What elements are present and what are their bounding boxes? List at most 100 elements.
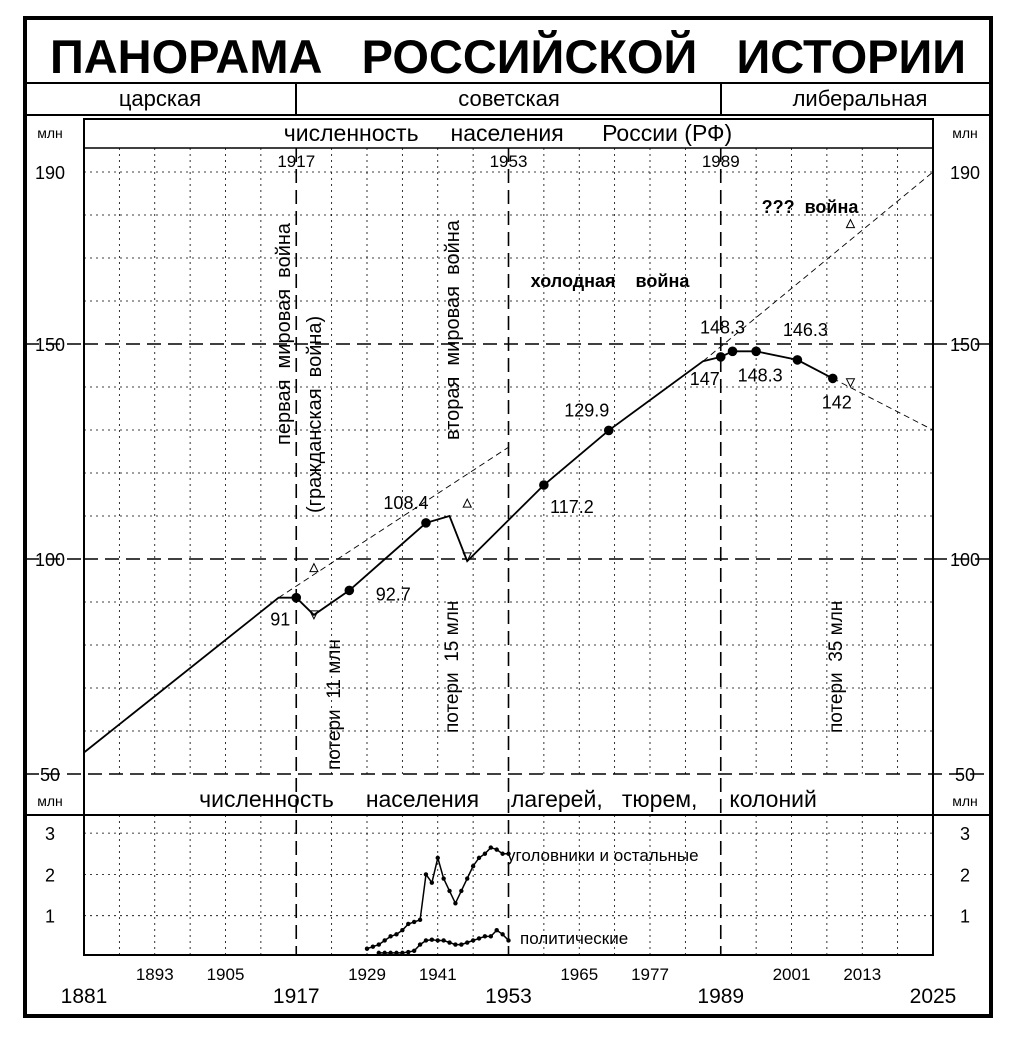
outer-frame [23,16,993,1018]
x-tick-major-1989: 1989 [697,985,744,1008]
era-label-soviet: советская [458,86,560,111]
camp-point-0-10 [423,872,429,877]
camp-y-tick-left-3: 3 [45,824,55,844]
x-tick-major-1881: 1881 [61,985,108,1008]
camp-y-tick-left-1: 1 [45,907,55,927]
camp-point-1-16 [470,938,476,943]
population-line [83,350,834,754]
top-year-1917: 1917 [277,152,315,171]
y-tick-right-150: 150 [950,335,980,355]
camp-point-0-9 [417,917,423,923]
camp-point-0-8 [411,919,417,925]
population-point-9 [827,373,838,384]
population-series: 91 92.7 108.4 117.2 129.9 147 148.3 148.3 146.3 1… [83,171,934,754]
camp-point-0-11 [429,880,435,885]
annotation-civil-war: (гражданская война) [304,316,326,513]
camp-series [364,845,511,956]
camp-point-0-24 [506,851,511,856]
camp-point-1-20 [494,927,499,933]
camp-point-0-6 [400,927,405,933]
camp-y-tick-right-2: 2 [960,865,970,885]
population-label-8: 146.3 [783,320,828,340]
camp-point-1-4 [400,950,405,956]
camp-line-0 [366,846,509,950]
camp-point-0-4 [388,934,393,939]
y-tick-right-50: 50 [955,765,975,785]
camp-point-1-12 [447,940,452,945]
right-unit-bottom: млн [952,793,978,809]
x-tick-1929: 1929 [348,965,386,984]
population-point-3 [539,480,549,490]
camp-point-1-1 [382,950,387,956]
population-label-3: 117.2 [550,497,594,517]
annotation-cold-war: холодная война [531,271,691,291]
era-label-liberal: либеральная [793,86,928,111]
camp-point-1-14 [459,942,464,947]
camp-point-1-18 [482,934,488,939]
population-point-6 [727,346,738,357]
camp-point-0-5 [394,932,399,937]
camp-point-0-23 [500,851,505,856]
x-tick-1977: 1977 [631,965,669,984]
x-tick-major-1917: 1917 [273,985,320,1008]
trend-marker-4 [845,218,856,229]
trend-line-0 [278,446,509,599]
camp-point-0-18 [470,863,476,869]
population-label-4: 129.9 [564,400,609,420]
camp-point-1-2 [388,950,393,956]
camp-point-0-1 [370,944,376,949]
camp-point-0-14 [447,888,452,894]
annotation-loss-1: потери 11 млн [324,639,345,770]
camp-point-1-15 [465,940,470,945]
right-unit-top: млн [952,125,978,141]
camp-point-1-17 [476,936,482,941]
x-tick-major-1953: 1953 [485,985,532,1008]
camp-point-0-2 [376,942,381,947]
camp-point-0-20 [482,851,488,856]
population-label-9: 142 [822,392,852,412]
camp-point-0-15 [453,901,458,906]
left-unit-top: млн [37,125,63,141]
camp-point-1-19 [488,934,494,939]
x-tick-2013: 2013 [843,965,881,984]
y-tick-left-50: 50 [40,765,60,785]
axis-labels: 50 50 100 100 150 150 190 190 1 1 2 2 3 3 1917 1953 1989… [35,152,980,1008]
camp-point-1-22 [506,938,511,943]
camp-point-1-9 [429,937,435,942]
annotation-ww1: первая мировая война [273,222,295,445]
population-point-7 [751,346,761,357]
y-tick-right-190: 190 [950,163,980,183]
y-tick-right-100: 100 [950,550,980,570]
trend-marker-2 [462,497,473,508]
camp-point-0-3 [382,938,387,943]
grid [25,148,991,955]
camp-point-0-17 [465,876,470,881]
camp-y-tick-left-2: 2 [45,865,55,885]
trend-marker-5 [845,378,856,388]
annotation-loss-3: потери 35 млн [826,601,847,733]
x-tick-1941: 1941 [419,965,457,984]
legend-political: политические [520,929,628,948]
camp-point-1-6 [411,948,417,954]
camp-point-0-7 [406,921,411,927]
x-tick-2001: 2001 [773,965,811,984]
camp-point-0-12 [435,855,440,861]
trend-line-2 [832,377,934,431]
camp-point-0-0 [364,946,370,951]
population-label-2: 108.4 [383,493,428,513]
x-tick-1893: 1893 [136,965,174,984]
population-label-5: 147 [690,369,720,389]
y-tick-left-150: 150 [35,335,65,355]
camp-y-tick-right-3: 3 [960,824,970,844]
population-point-4 [603,425,614,436]
x-tick-1905: 1905 [207,965,245,984]
page-title: ПАНОРАМА РОССИЙСКОЙ ИСТОРИИ [50,30,966,83]
annotation-ww2: вторая мировая война [442,219,464,440]
x-tick-1965: 1965 [560,965,598,984]
top-year-1953: 1953 [490,152,528,171]
camp-point-0-16 [459,888,464,894]
camp-point-1-5 [406,949,411,955]
camp-point-1-13 [453,942,458,947]
population-label-7: 148.3 [738,365,783,385]
camp-point-1-21 [500,932,505,937]
